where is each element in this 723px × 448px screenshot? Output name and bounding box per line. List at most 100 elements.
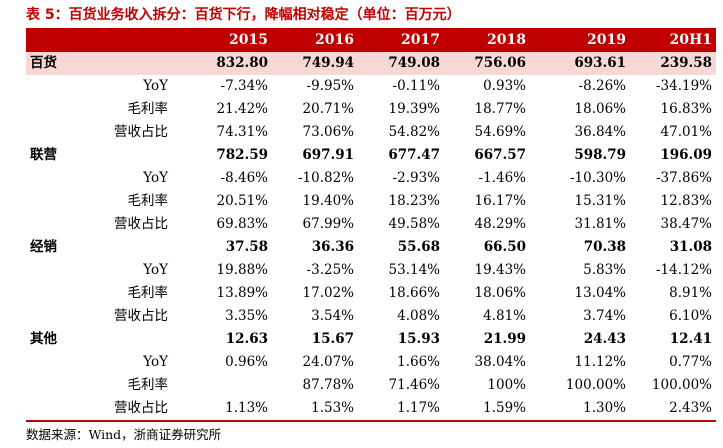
cell-value: 17.02% (302, 285, 354, 301)
row-label: 经销 (30, 239, 57, 255)
table-row-metric: YoY -8.46% -10.82% -2.93% -1.46% -10.30% -37.8… (26, 167, 716, 190)
row-label: 联营 (30, 147, 57, 163)
cell-value: 8.91% (669, 285, 712, 301)
table-row-metric: 毛利率 20.51% 19.40% 18.23% 16.17% 15.31% 12.83% (26, 190, 716, 213)
cell-value: 20.51% (216, 193, 268, 209)
column-header: 2015 (186, 28, 272, 52)
cell-value: 667.57 (474, 147, 526, 163)
row-label: YoY (143, 170, 168, 186)
row-label: 毛利率 (127, 285, 169, 301)
table-row-segment: 其他 12.63 15.67 15.93 21.99 24.43 12.41 (26, 328, 716, 351)
column-header: 2018 (444, 28, 530, 52)
row-label: 毛利率 (127, 101, 169, 117)
cell-value: 87.78% (302, 377, 354, 393)
column-header: 2017 (358, 28, 444, 52)
table-title: 表 5：百货业务收入拆分：百货下行，降幅相对稳定（单位：百万元） (26, 7, 461, 23)
cell-value: 756.06 (444, 52, 530, 75)
cell-value: -1.46% (478, 170, 526, 186)
cell-value: 13.89% (216, 285, 268, 301)
cell-value: -8.26% (578, 78, 626, 94)
column-header: 2016 (272, 28, 358, 52)
cell-value: 1.59% (444, 397, 530, 422)
cell-value: 4.08% (397, 308, 440, 324)
cell-value: -7.34% (220, 78, 268, 94)
cell-value: 16.83% (660, 101, 712, 117)
cell-value: -3.25% (306, 262, 354, 278)
cell-value: 1.30% (530, 397, 630, 422)
cell-value: 31.81% (574, 216, 626, 232)
cell-value: 1.13% (186, 397, 272, 422)
cell-value: 67.99% (302, 216, 354, 232)
cell-value: 73.06% (302, 124, 354, 140)
cell-value: 38.47% (660, 216, 712, 232)
cell-value: 18.77% (474, 101, 526, 117)
cell-value: 70.38 (583, 239, 626, 255)
cell-value: 66.50 (483, 239, 526, 255)
cell-value: 24.43 (583, 331, 626, 347)
cell-value: 20.71% (302, 101, 354, 117)
cell-value: 0.96% (225, 354, 268, 370)
cell-value: 37.58 (225, 239, 268, 255)
cell-value (186, 374, 272, 397)
cell-value: 12.83% (660, 193, 712, 209)
cell-value: 0.93% (483, 78, 526, 94)
row-label: 百货 (26, 52, 186, 75)
cell-value: 19.88% (216, 262, 268, 278)
table-row-segment: 联营 782.59 697.91 677.47 667.57 598.79 196.09 (26, 144, 716, 167)
cell-value: 11.12% (574, 354, 626, 370)
cell-value: 3.54% (311, 308, 354, 324)
table-row-metric: 毛利率 21.42% 20.71% 19.39% 18.77% 18.06% 16.83% (26, 98, 716, 121)
revenue-breakdown-table: 2015 2016 2017 2018 2019 20H1 百货 832.80 74… (26, 28, 716, 422)
row-label: 毛利率 (127, 377, 169, 393)
cell-value: 47.01% (660, 124, 712, 140)
table-row-segment: 百货 832.80 749.94 749.08 756.06 693.61 239.58 (26, 52, 716, 75)
header-row: 2015 2016 2017 2018 2019 20H1 (26, 28, 716, 52)
cell-value: -37.86% (655, 170, 712, 186)
cell-value: 53.14% (388, 262, 440, 278)
cell-value: 6.10% (669, 308, 712, 324)
cell-value: 19.39% (388, 101, 440, 117)
table-row-metric: YoY 0.96% 24.07% 1.66% 38.04% 11.12% 0.77% (26, 351, 716, 374)
row-label: 营收占比 (114, 308, 168, 324)
cell-value: 2.43% (630, 397, 716, 422)
cell-value: 18.06% (574, 101, 626, 117)
cell-value: 36.84% (574, 124, 626, 140)
cell-value: 13.04% (574, 285, 626, 301)
cell-value: 12.63 (225, 331, 268, 347)
row-label: 营收占比 (114, 124, 168, 140)
cell-value: 100% (487, 377, 526, 393)
cell-value: 55.68 (397, 239, 440, 255)
cell-value: 3.35% (225, 308, 268, 324)
cell-value: 31.08 (669, 239, 712, 255)
cell-value: 832.80 (186, 52, 272, 75)
cell-value: 16.17% (474, 193, 526, 209)
cell-value: 19.40% (302, 193, 354, 209)
row-label: YoY (143, 354, 168, 370)
cell-value: 69.83% (216, 216, 268, 232)
table-row-metric: YoY -7.34% -9.95% -0.11% 0.93% -8.26% -34.19% (26, 75, 716, 98)
cell-value: -8.46% (220, 170, 268, 186)
row-label: 其他 (30, 331, 57, 347)
cell-value: 19.43% (474, 262, 526, 278)
cell-value: 15.67 (311, 331, 354, 347)
row-label: 毛利率 (127, 193, 169, 209)
cell-value: 12.41 (669, 331, 712, 347)
row-label: YoY (143, 262, 168, 278)
cell-value: 598.79 (574, 147, 626, 163)
cell-value: 38.04% (474, 354, 526, 370)
cell-value: 21.42% (216, 101, 268, 117)
cell-value: 15.93 (397, 331, 440, 347)
cell-value: 1.53% (272, 397, 358, 422)
cell-value: 54.69% (474, 124, 526, 140)
cell-value: 196.09 (660, 147, 712, 163)
table-row-metric: 营收占比 1.13% 1.53% 1.17% 1.59% 1.30% 2.43% (26, 397, 716, 422)
cell-value: 18.23% (388, 193, 440, 209)
cell-value: 54.82% (388, 124, 440, 140)
cell-value: 749.94 (272, 52, 358, 75)
table-row-segment: 经销 37.58 36.36 55.68 66.50 70.38 31.08 (26, 236, 716, 259)
table-row-metric: 营收占比 69.83% 67.99% 49.58% 48.29% 31.81% 38.47% (26, 213, 716, 236)
table-row-metric: 营收占比 74.31% 73.06% 54.82% 54.69% 36.84% 47.01% (26, 121, 716, 144)
cell-value: 100.00% (651, 377, 712, 393)
header-corner (26, 28, 186, 52)
table-row-metric: 毛利率 87.78% 71.46% 100% 100.00% 100.00% (26, 374, 716, 397)
